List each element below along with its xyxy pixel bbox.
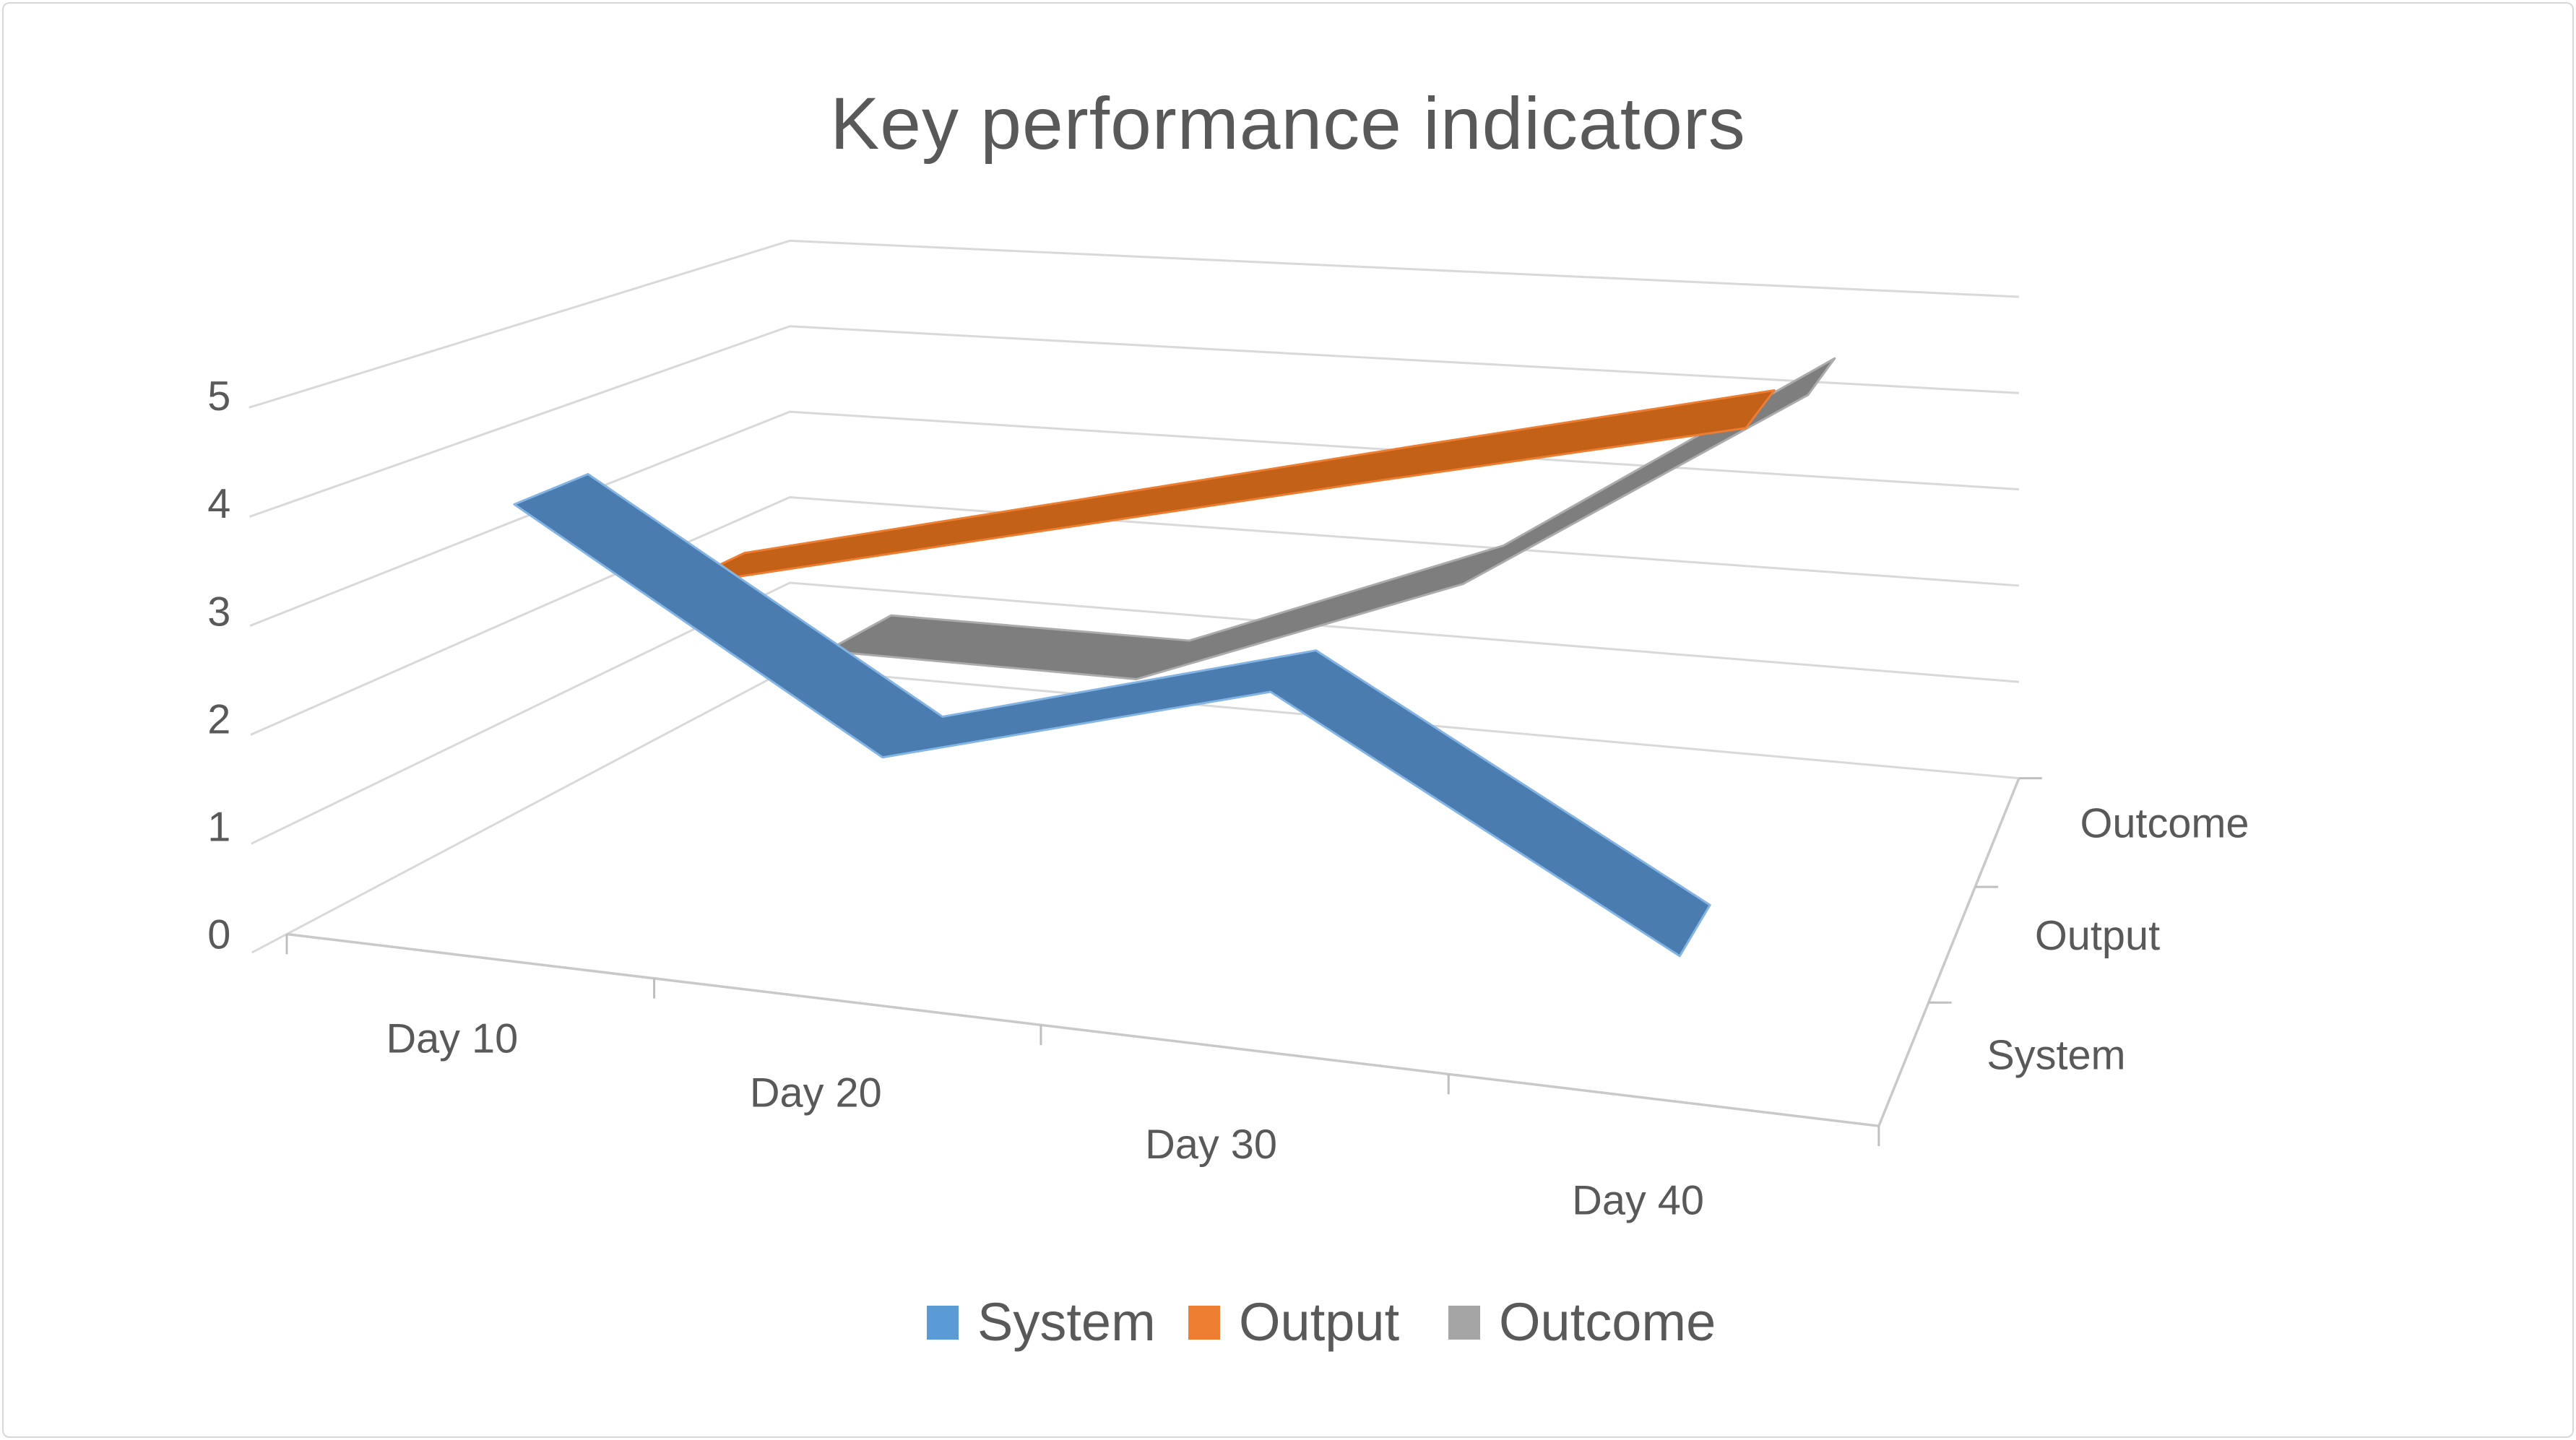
gridline-v3 bbox=[249, 410, 2019, 627]
series-axis bbox=[1877, 777, 2020, 1127]
legend-label-outcome: Outcome bbox=[1499, 1292, 1716, 1352]
ribbon-system bbox=[513, 473, 1711, 958]
legend-label-output: Output bbox=[1239, 1292, 1400, 1352]
value-axis-label-0: 0 bbox=[207, 911, 230, 958]
series-axis-label-system: System bbox=[1987, 1032, 2125, 1078]
ribbon-outcome bbox=[825, 357, 1836, 680]
value-axis-label-4: 4 bbox=[207, 481, 230, 527]
legend-label-system: System bbox=[977, 1292, 1156, 1352]
chart-canvas: 0 1 2 3 4 5 Day 10 Day 20 Day 30 Day 40 System Outp… bbox=[207, 239, 2249, 1224]
category-axis-label-3: Day 30 bbox=[1145, 1122, 1277, 1168]
legend-swatch-output bbox=[1188, 1305, 1220, 1340]
series-axis-label-output: Output bbox=[2035, 913, 2160, 959]
value-axis-label-1: 1 bbox=[207, 804, 230, 850]
legend-item-output: Output bbox=[1188, 1292, 1400, 1352]
series-axis-label-outcome: Outcome bbox=[2080, 801, 2249, 847]
chart-title: Key performance indicators bbox=[830, 82, 1746, 165]
legend-item-system: System bbox=[927, 1292, 1156, 1352]
gridline-v5 bbox=[248, 239, 2019, 409]
value-axis-label-5: 5 bbox=[207, 373, 230, 420]
category-axis-label-2: Day 20 bbox=[750, 1070, 882, 1116]
gridline-v4 bbox=[248, 325, 2019, 518]
value-axis-label-2: 2 bbox=[207, 696, 230, 742]
value-axis-label-3: 3 bbox=[207, 589, 230, 635]
legend-swatch-system bbox=[927, 1305, 959, 1340]
legend-swatch-outcome bbox=[1448, 1305, 1480, 1340]
category-axis-label-4: Day 40 bbox=[1572, 1178, 1704, 1224]
gridline-v2 bbox=[250, 496, 2020, 736]
category-axis bbox=[286, 932, 1880, 1127]
category-axis-label-1: Day 10 bbox=[386, 1016, 518, 1062]
ribbon-output bbox=[674, 389, 1776, 588]
legend-item-outcome: Outcome bbox=[1448, 1292, 1716, 1352]
legend: System Output Outcome bbox=[4, 1292, 2572, 1352]
gridline-v1 bbox=[251, 581, 2020, 845]
